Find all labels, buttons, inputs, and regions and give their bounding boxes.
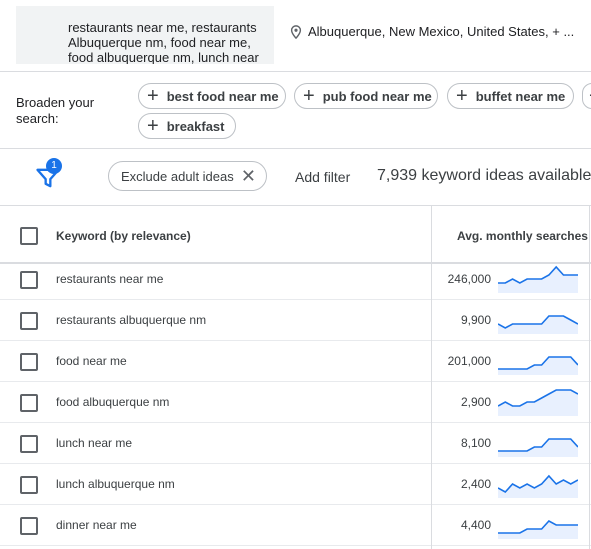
plus-icon: + bbox=[147, 115, 159, 137]
sparkline-area bbox=[498, 357, 578, 375]
table-row[interactable]: restaurants near me 246,000 bbox=[0, 259, 591, 300]
exclude-adult-ideas-chip[interactable]: Exclude adult ideas ✕ bbox=[108, 161, 267, 191]
sparkline-line bbox=[498, 438, 578, 452]
keyword-cell: food albuquerque nm bbox=[56, 395, 170, 409]
query-line-2: Albuquerque nm, food near me, bbox=[68, 35, 251, 50]
avg-monthly-searches-cell: 246,000 bbox=[447, 272, 491, 286]
avg-monthly-searches-cell: 4,400 bbox=[460, 518, 491, 532]
sparkline-area bbox=[498, 390, 578, 416]
trend-sparkline bbox=[498, 315, 578, 334]
trend-sparkline bbox=[498, 519, 578, 539]
sparkline-area bbox=[498, 316, 578, 334]
table-row[interactable]: dinner near me 4,400 bbox=[0, 505, 591, 546]
keyword-column-header[interactable]: Keyword (by relevance) bbox=[56, 229, 191, 243]
column-divider bbox=[589, 206, 590, 549]
sparkline-line bbox=[498, 315, 578, 329]
broaden-chip-more[interactable]: + bbox=[582, 83, 591, 109]
sparkline-area bbox=[498, 521, 578, 539]
chip-label: Exclude adult ideas bbox=[121, 168, 234, 184]
trend-sparkline bbox=[498, 474, 578, 498]
plus-icon: + bbox=[456, 85, 468, 107]
chip-label: breakfast bbox=[166, 118, 225, 134]
sparkline-line bbox=[498, 389, 578, 407]
filter-count-badge: 1 bbox=[46, 158, 62, 174]
row-checkbox[interactable] bbox=[20, 271, 38, 289]
broaden-chip-pub-food[interactable]: + pub food near me bbox=[294, 83, 438, 109]
add-filter-button[interactable]: Add filter bbox=[295, 169, 351, 185]
table-header: Keyword (by relevance) Avg. monthly sear… bbox=[0, 206, 591, 264]
table-row[interactable]: lunch near me 8,100 bbox=[0, 423, 591, 464]
row-checkbox[interactable] bbox=[20, 517, 38, 535]
row-checkbox[interactable] bbox=[20, 394, 38, 412]
select-all-checkbox[interactable] bbox=[20, 227, 38, 245]
keyword-cell: restaurants near me bbox=[56, 272, 164, 286]
row-checkbox[interactable] bbox=[20, 353, 38, 371]
trend-sparkline bbox=[498, 356, 578, 375]
location-selector[interactable]: Albuquerque, New Mexico, United States, … bbox=[290, 24, 575, 40]
trend-sparkline bbox=[498, 265, 578, 293]
query-line-3: food albuquerque nm, lunch near bbox=[68, 50, 259, 64]
plus-icon: + bbox=[589, 86, 591, 106]
table-row[interactable]: lunch albuquerque nm 2,400 bbox=[0, 464, 591, 505]
trend-sparkline bbox=[498, 389, 578, 416]
avg-monthly-searches-cell: 201,000 bbox=[447, 354, 491, 368]
keyword-cell: lunch near me bbox=[56, 436, 133, 450]
avg-monthly-searches-cell: 9,900 bbox=[460, 313, 491, 327]
sparkline-line bbox=[498, 356, 578, 370]
close-icon[interactable]: ✕ bbox=[240, 166, 256, 186]
table-row[interactable]: food albuquerque nm 2,900 bbox=[0, 382, 591, 423]
column-divider bbox=[431, 206, 432, 549]
table-row[interactable]: food near me 201,000 bbox=[0, 341, 591, 382]
row-checkbox[interactable] bbox=[20, 476, 38, 494]
avg-monthly-searches-cell: 8,100 bbox=[460, 436, 491, 450]
row-checkbox[interactable] bbox=[20, 312, 38, 330]
broaden-chip-best-food[interactable]: + best food near me bbox=[138, 83, 286, 109]
avg-monthly-searches-cell: 2,900 bbox=[460, 395, 491, 409]
row-checkbox[interactable] bbox=[20, 435, 38, 453]
sparkline-line bbox=[498, 519, 578, 534]
plus-icon: + bbox=[147, 85, 159, 107]
table-row[interactable]: restaurants albuquerque nm 9,900 bbox=[0, 300, 591, 341]
chip-label: buffet near me bbox=[475, 88, 566, 104]
broaden-label: Broaden your search: bbox=[16, 95, 95, 126]
sparkline-line bbox=[498, 265, 578, 284]
divider bbox=[0, 205, 591, 206]
sparkline-area bbox=[498, 476, 578, 498]
sparkline-line bbox=[498, 474, 578, 494]
query-line-1: restaurants near me, restaurants bbox=[68, 20, 257, 35]
chip-label: pub food near me bbox=[322, 88, 432, 104]
divider bbox=[0, 148, 591, 149]
chip-label: best food near me bbox=[166, 88, 279, 104]
sparkline-area bbox=[498, 439, 578, 457]
keyword-ideas-count: 7,939 keyword ideas available bbox=[377, 167, 591, 184]
avg-monthly-searches-header[interactable]: Avg. monthly searches bbox=[457, 229, 588, 243]
keyword-cell: food near me bbox=[56, 354, 127, 368]
search-query-box[interactable]: restaurants near me, restaurants Albuque… bbox=[16, 6, 274, 64]
location-text: Albuquerque, New Mexico, United States, … bbox=[308, 24, 575, 39]
broaden-chip-breakfast[interactable]: + breakfast bbox=[138, 113, 236, 139]
keyword-cell: lunch albuquerque nm bbox=[56, 477, 175, 491]
keyword-cell: restaurants albuquerque nm bbox=[56, 313, 207, 327]
keyword-cell: dinner near me bbox=[56, 518, 137, 532]
plus-icon: + bbox=[303, 85, 315, 107]
trend-sparkline bbox=[498, 438, 578, 457]
broaden-chip-buffet[interactable]: + buffet near me bbox=[447, 83, 574, 109]
sparkline-area bbox=[498, 267, 578, 293]
location-pin-icon bbox=[290, 25, 302, 40]
top-bar: restaurants near me, restaurants Albuque… bbox=[0, 0, 591, 72]
avg-monthly-searches-cell: 2,400 bbox=[460, 477, 491, 491]
